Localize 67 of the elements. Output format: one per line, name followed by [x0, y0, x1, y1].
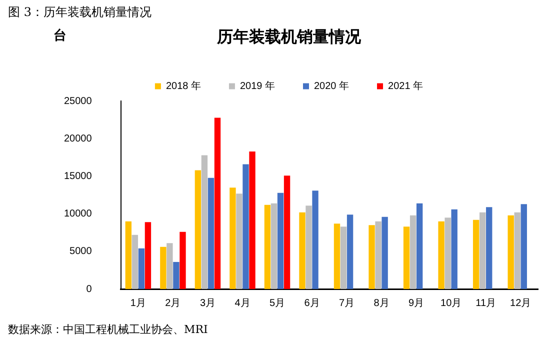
- bar: [479, 212, 486, 289]
- bar: [416, 203, 423, 289]
- bar: [410, 215, 416, 289]
- bar: [340, 226, 347, 289]
- x-tick-label: 8月: [374, 298, 390, 309]
- x-tick-label: 5月: [269, 298, 286, 309]
- x-tick-label: 12月: [510, 298, 532, 309]
- y-tick-label: 10000: [64, 208, 92, 220]
- y-tick-label: 25000: [64, 96, 92, 107]
- bar: [208, 178, 214, 289]
- bar: [277, 192, 284, 289]
- y-tick-label: 0: [86, 284, 92, 295]
- bar: [249, 152, 256, 289]
- x-tick-label: 11月: [476, 298, 496, 309]
- bar: [472, 220, 480, 289]
- bar: [368, 225, 375, 289]
- chart-subtitle: 历年装载机销量情况: [216, 26, 362, 46]
- bar: [144, 222, 152, 289]
- source-note: 数据来源：中国工程机械工业协会、MRI: [7, 322, 209, 338]
- bar: [514, 212, 520, 289]
- bar: [236, 194, 242, 289]
- bar: [160, 246, 166, 289]
- legend-label: 2019 年: [240, 80, 276, 92]
- x-tick-label: 4月: [234, 298, 250, 309]
- bar: [201, 155, 208, 289]
- bar: [334, 224, 340, 289]
- bar: [382, 216, 388, 289]
- bar: [242, 164, 249, 289]
- bar: [270, 203, 278, 289]
- bar: [132, 234, 138, 289]
- chart-title: 图 3：历年装载机销量情况: [7, 4, 152, 21]
- x-tick-label: 9月: [408, 298, 424, 309]
- bar: [375, 221, 382, 289]
- x-tick-label: 10月: [440, 298, 462, 309]
- bar: [180, 232, 186, 289]
- bar: [306, 206, 312, 289]
- bar: [403, 226, 410, 289]
- x-tick-label: 7月: [339, 298, 355, 309]
- bar: [173, 262, 180, 289]
- bar: [486, 207, 492, 289]
- bar: [138, 248, 145, 289]
- x-tick-label: 1月: [130, 298, 146, 309]
- bar: [508, 215, 514, 289]
- bar: [451, 209, 458, 289]
- bar: [284, 176, 290, 289]
- bar: [438, 221, 444, 289]
- legend-label: 2021 年: [388, 80, 424, 92]
- x-tick-label: 2月: [165, 298, 181, 309]
- y-axis-title: 台: [54, 27, 66, 44]
- x-tick-label: 6月: [304, 298, 320, 309]
- legend-label: 2020 年: [314, 80, 350, 92]
- bar: [520, 204, 527, 289]
- bar: [264, 204, 271, 289]
- bar: [230, 188, 236, 289]
- bar: [444, 218, 451, 289]
- bar: [166, 243, 173, 289]
- bar: [125, 221, 132, 289]
- y-tick-label: 20000: [64, 134, 92, 145]
- x-tick-label: 3月: [200, 298, 216, 309]
- bar: [214, 118, 221, 289]
- y-tick-label: 15000: [64, 171, 92, 182]
- y-tick-label: 5000: [70, 246, 92, 258]
- legend-label: 2018 年: [166, 80, 201, 92]
- bar: [346, 214, 354, 289]
- bar: [194, 170, 202, 289]
- bar: [312, 190, 318, 289]
- bar: [299, 212, 306, 289]
